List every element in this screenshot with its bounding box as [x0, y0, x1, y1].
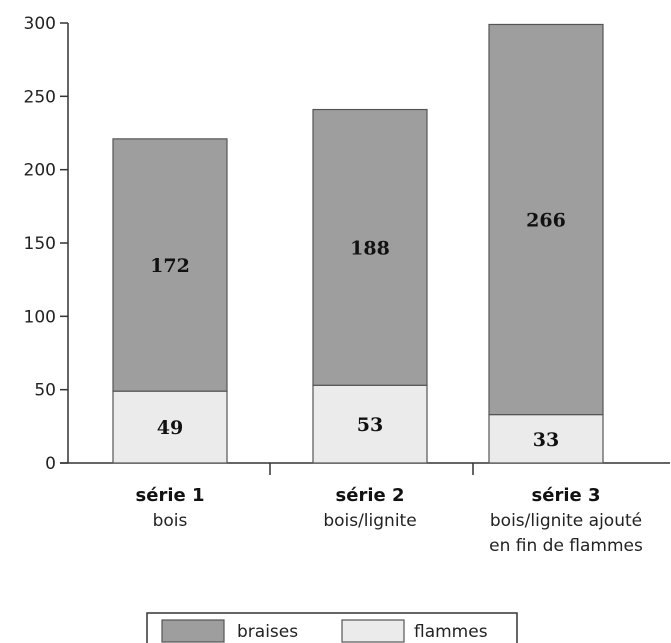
- category-label-2: série 2: [336, 485, 405, 506]
- bar-braises-1: [112, 138, 228, 392]
- bar-braises-3: [488, 23, 604, 416]
- y-tick-label: 100: [24, 307, 56, 327]
- data-label-braises-2: 188: [350, 237, 390, 259]
- bars: [112, 23, 604, 464]
- legend-swatch-braises: [161, 619, 225, 643]
- category-labels: série 1 bois série 2 bois/lignite série 3 boi…: [136, 485, 643, 556]
- category-label-3: série 3: [532, 485, 601, 506]
- category-sublabel-3: en fin de flammes: [489, 536, 643, 556]
- category-sublabel-1: bois: [153, 511, 188, 531]
- y-tick-label: 250: [24, 87, 56, 107]
- category-label-1: série 1: [136, 485, 205, 506]
- data-labels: 49 172 53 188 33 266: [150, 210, 566, 451]
- y-tick-label: 0: [45, 454, 56, 474]
- data-label-flammes-2: 53: [357, 414, 383, 436]
- legend-label-braises: braises: [237, 622, 298, 642]
- legend-label-flammes: flammes: [414, 622, 488, 642]
- category-sublabel-3: bois/lignite ajouté: [490, 511, 642, 531]
- legend-swatch-flammes: [341, 619, 405, 643]
- bar-flammes-2: [312, 384, 428, 464]
- legend: braises flammes: [146, 612, 518, 643]
- bar-flammes-3: [488, 414, 604, 464]
- bar-braises-2: [312, 108, 428, 386]
- category-sublabel-2: bois/lignite: [323, 511, 416, 531]
- y-tick-label: 200: [24, 161, 56, 181]
- data-label-flammes-3: 33: [533, 429, 559, 451]
- data-label-flammes-1: 49: [157, 417, 183, 439]
- y-tick-label: 150: [24, 234, 56, 254]
- data-label-braises-3: 266: [526, 210, 566, 232]
- bar-flammes-1: [112, 390, 228, 464]
- y-tick-label: 300: [24, 14, 56, 34]
- data-label-braises-1: 172: [150, 255, 190, 277]
- y-tick-label: 50: [34, 381, 56, 401]
